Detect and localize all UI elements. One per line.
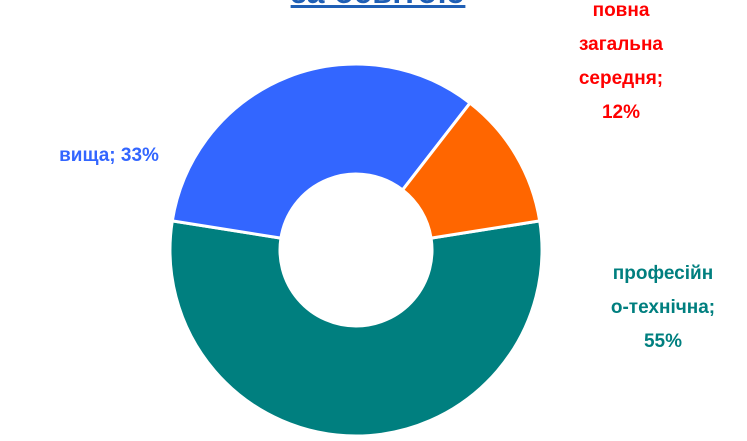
- data-label-profesiino-tekhnichna: професійн о-технічна; 55%: [610, 263, 716, 352]
- slice-profesiino-tekhnichna: [168, 219, 544, 438]
- data-label-vyshcha: вища; 33%: [59, 145, 159, 166]
- slice-povna-zahalna-serednia: [400, 100, 542, 240]
- chart-title: за освітою: [268, 0, 488, 11]
- data-label-povna-zahalna-serednia: повна загальна середня; 12%: [578, 0, 664, 123]
- slices-group: [168, 62, 544, 438]
- slice-vyshcha: [170, 62, 473, 240]
